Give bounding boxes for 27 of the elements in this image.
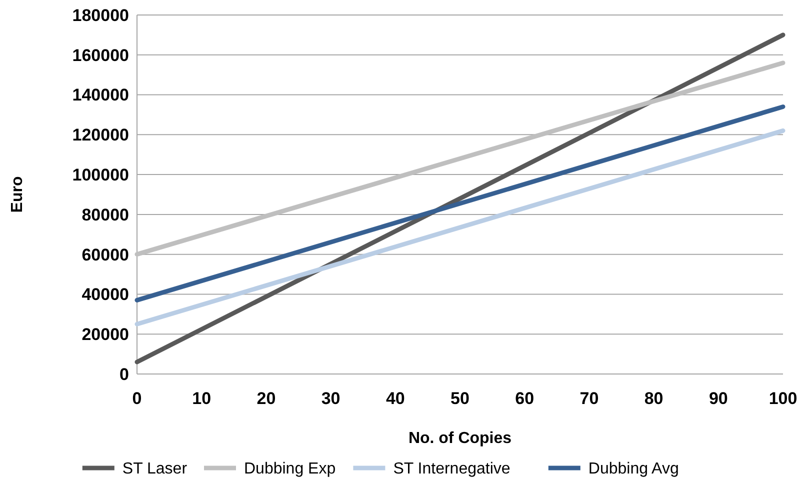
y-tick-label: 100000	[72, 166, 129, 185]
x-tick-label: 40	[386, 389, 405, 408]
y-tick-label: 120000	[72, 126, 129, 145]
x-tick-label: 20	[256, 389, 276, 408]
x-tick-label: 90	[708, 389, 728, 408]
y-tick-label: 180000	[72, 6, 129, 25]
y-tick-label: 40000	[82, 285, 129, 304]
legend-label: ST Internegative	[393, 460, 510, 478]
x-tick-label: 50	[450, 389, 470, 408]
y-tick-label: 60000	[82, 245, 129, 264]
x-tick-label: 0	[132, 389, 142, 408]
x-tick-label: 30	[321, 389, 340, 408]
x-tick-label: 60	[515, 389, 534, 408]
x-axis-title: No. of Copies	[408, 430, 512, 447]
y-tick-label: 160000	[72, 46, 129, 65]
y-tick-label: 80000	[82, 205, 129, 224]
x-tick-label: 10	[192, 389, 212, 408]
legend-label: Dubbing Avg	[588, 460, 679, 478]
y-axis-title: Euro	[9, 176, 26, 213]
legend-label: ST Laser	[122, 460, 188, 478]
y-tick-label: 140000	[72, 86, 129, 105]
x-tick-label: 80	[644, 389, 664, 408]
y-tick-label: 0	[120, 364, 129, 384]
legend-label: Dubbing Exp	[244, 460, 336, 478]
x-tick-label: 70	[580, 389, 599, 408]
y-tick-label: 20000	[82, 325, 129, 344]
x-tick-label: 100	[768, 389, 798, 408]
